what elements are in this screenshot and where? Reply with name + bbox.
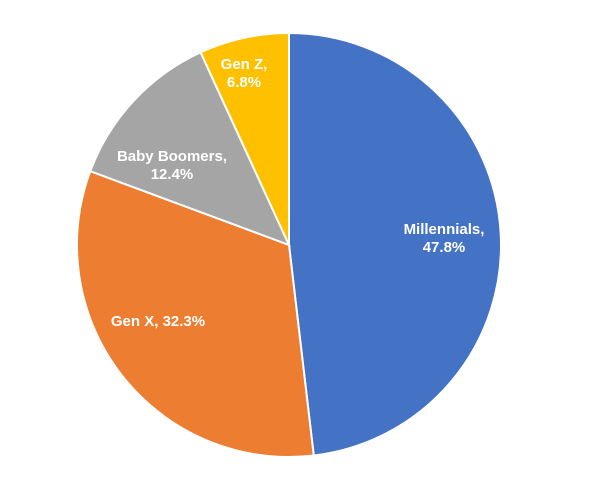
data-label-millennials-line-1: Millennials, — [404, 221, 485, 238]
data-label-gen-z-line-1: Gen Z, — [221, 56, 268, 73]
data-label-baby-boomers: Baby Boomers, 12.4% — [117, 148, 227, 183]
data-label-gen-x: Gen X, 32.3% — [111, 313, 205, 330]
data-label-millennials: Millennials, 47.8% — [404, 221, 485, 256]
data-label-baby-boomers-line-1: Baby Boomers, — [117, 148, 227, 165]
data-label-gen-z-line-2: 6.8% — [227, 74, 261, 91]
data-label-gen-z: Gen Z, 6.8% — [221, 56, 268, 91]
pie-slice-millennials — [288, 31, 502, 457]
data-label-millennials-line-2: 47.8% — [423, 239, 466, 256]
data-label-baby-boomers-line-2: 12.4% — [151, 166, 194, 183]
pie-slice-gen-x — [76, 169, 315, 458]
pie-slice-gen-z — [199, 31, 290, 246]
pie-slice-baby-boomers — [89, 50, 291, 247]
data-label-gen-x-line-1: Gen X, 32.3% — [111, 313, 205, 330]
